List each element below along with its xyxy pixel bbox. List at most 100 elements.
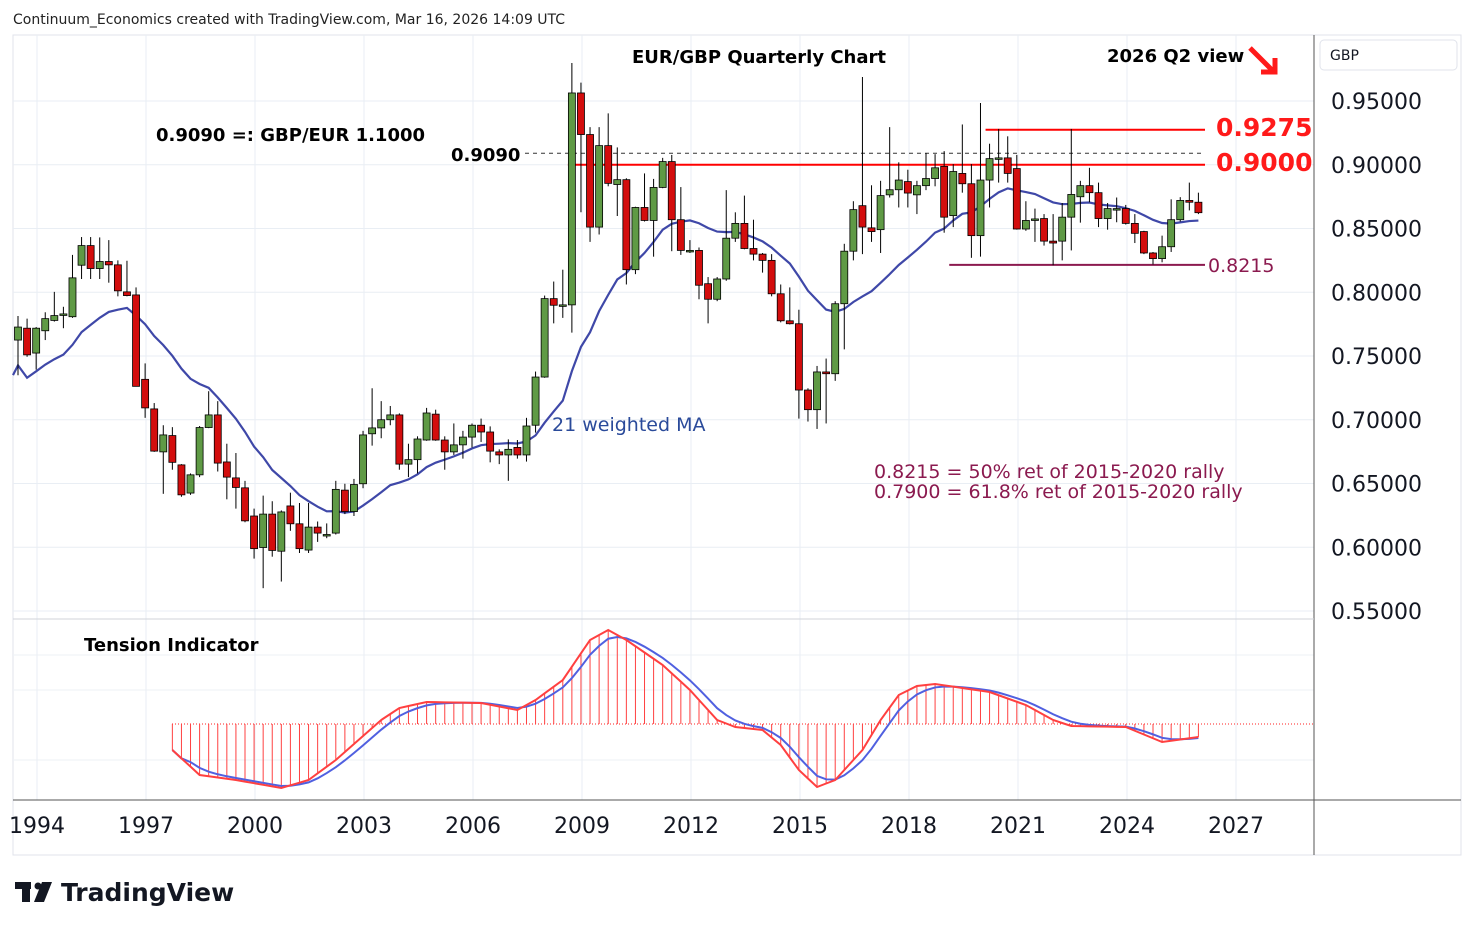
time-tick-label: 2021 [990,814,1046,839]
grid [13,35,1314,800]
candle-up [1067,194,1076,218]
tradingview-logo-icon [15,882,52,902]
candle-up [849,209,858,252]
candle-down [1049,240,1058,244]
candle-down [313,526,322,534]
candle-up [14,326,22,341]
candle-up [894,179,903,191]
level-label-09000: 0.9000 [1216,148,1312,177]
candle-down [1185,200,1194,203]
candle-up [613,179,622,185]
candle-down [513,447,522,456]
candle-up [876,195,885,231]
time-tick-label: 2027 [1208,814,1264,839]
candle-down [1149,252,1157,259]
candle-up [976,179,985,237]
candle-up [304,526,313,551]
candle-down [23,327,31,356]
chart-title: EUR/GBP Quarterly Chart [632,47,886,68]
candle-down [604,145,613,184]
candle-up [722,237,731,280]
candle-up [41,318,50,332]
candle-down [940,166,949,218]
candle-up [994,157,1003,160]
candles [14,63,1203,589]
candle-down [1194,201,1203,214]
candle-up [913,185,921,196]
candle-up [1076,185,1085,198]
candle-down [676,219,685,251]
conversion-note: 0.9090 =: GBP/EUR 1.1000 [156,125,425,146]
candle-up [459,436,467,446]
candle-up [159,434,168,453]
price-tick-label: 0.70000 [1331,409,1422,434]
candle-up [985,158,994,181]
candle-up [949,171,958,217]
candle-down [268,513,277,551]
price-tick-label: 0.80000 [1331,281,1422,306]
time-tick-label: 2009 [554,814,610,839]
time-axis[interactable]: 1994 1997 2000 2003 2006 2009 2012 2015 2018 2021… [9,814,1264,839]
time-tick-label: 2000 [227,814,283,839]
candle-down [477,424,485,433]
candle-down [586,134,594,228]
time-tick-label: 2012 [663,814,719,839]
candle-up [595,145,604,228]
candle-down [232,477,240,488]
candle-up [195,427,204,476]
candle-up [567,92,576,306]
candle-down [104,261,113,266]
candle-down [695,250,703,286]
candle-up [831,303,840,375]
candle-down [667,161,676,221]
candle-down [794,323,803,391]
candle-up [504,448,513,456]
candle-up [404,459,413,465]
candle-up [531,376,540,426]
price-tick-label: 0.55000 [1331,600,1422,625]
tradingview-logo[interactable]: TradingView [15,878,234,907]
candle-down [704,283,712,300]
candle-up [50,315,59,321]
candle-up [813,371,821,411]
candle-down [903,181,912,194]
candle-up [331,488,340,534]
price-tick-label: 0.95000 [1331,90,1422,115]
candle-down [549,298,558,306]
retracement-618-note: 0.7900 = 61.8% ret of 2015-2020 rally [874,481,1243,503]
candle-up [186,474,195,494]
logo-text: TradingView [61,878,234,907]
candle-up [840,250,849,305]
candle-up [731,222,740,239]
candle-down [822,371,831,375]
candle-up [359,434,367,485]
candle-up [522,425,531,456]
level-label-08215: 0.8215 [1208,255,1274,277]
tension-blue-line [171,636,1199,788]
currency-button[interactable]: GBP [1319,39,1458,71]
candle-down [749,248,758,255]
candle-down [804,389,812,411]
candle-down [758,253,767,261]
candle-up [468,424,476,438]
candle-down [767,259,776,295]
candle-up [1103,208,1112,219]
price-tick-label: 0.85000 [1331,218,1422,243]
candle-up [540,298,549,378]
candle-up [1112,208,1121,211]
candle-up [277,511,286,552]
price-axis[interactable]: 0.95000 0.90000 0.85000 0.80000 0.75000 0.700… [1331,90,1422,625]
candle-down [1121,208,1130,224]
candle-up [449,444,458,453]
candle-up [558,304,567,307]
level-label-0909: 0.9090 [451,145,520,166]
candle-up [686,250,694,253]
candle-down [132,294,140,387]
candle-down [1094,192,1103,219]
candle-up [1058,216,1067,242]
candle-down [640,207,649,221]
currency-label: GBP [1330,48,1359,64]
price-tick-label: 0.60000 [1331,536,1422,561]
candle-down [867,227,876,232]
candle-down [113,264,122,292]
